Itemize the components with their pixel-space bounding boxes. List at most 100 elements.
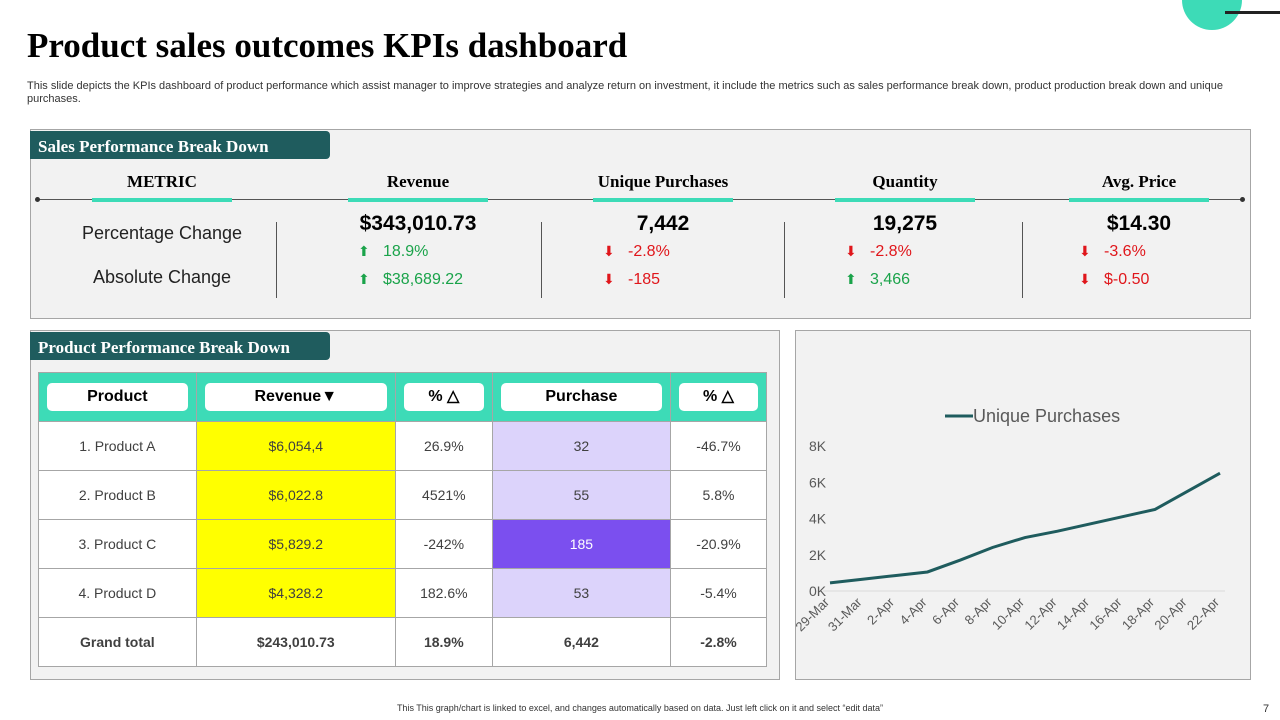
y-tick-label: 8K — [809, 438, 827, 454]
header-cell: Revenue▼ — [195, 372, 396, 422]
arrow-icon: ⬇ — [1079, 271, 1091, 287]
table-row: 4. Product D $4,328.2 182.6% 53 -5.4% — [38, 568, 768, 618]
cell: 32 — [491, 421, 671, 471]
cell: -20.9% — [669, 519, 768, 569]
decor-circle — [1182, 0, 1242, 30]
metric-absolute: $-0.50 — [1104, 271, 1150, 288]
line — [829, 471, 1221, 585]
y-tick-label: 6K — [809, 474, 827, 490]
metric-absolute: 3,466 — [870, 271, 911, 288]
header-cell: Product — [38, 372, 197, 422]
column-header: Revenue — [386, 172, 450, 191]
header-underline — [1069, 198, 1209, 202]
header-label: Revenue▼ — [204, 383, 387, 411]
header-underline — [593, 198, 733, 202]
cell: -5.4% — [669, 568, 768, 618]
table-row: 3. Product C $5,829.2 -242% 185 -20.9% — [38, 519, 768, 569]
header-label: % △ — [403, 383, 484, 411]
cell: $6,054,4 — [195, 421, 396, 471]
dot — [1240, 197, 1245, 202]
x-tick-label: 2-Apr — [864, 594, 898, 628]
header-label: Product — [47, 383, 188, 411]
title: Product sales outcomes KPIs dashboard — [27, 26, 628, 65]
cell: -46.7% — [669, 421, 768, 471]
metric-percent: -2.8% — [870, 243, 912, 260]
header-underline — [835, 198, 975, 202]
cell: -242% — [394, 519, 493, 569]
metric-value: 7,442 — [636, 212, 690, 235]
x-tick-label: 4-Apr — [897, 594, 931, 628]
header-label: Purchase — [500, 383, 662, 411]
table-row: 2. Product B $6,022.8 4521% 55 5.8% — [38, 470, 768, 520]
arrow-icon: ⬇ — [603, 243, 615, 259]
chart-panel — [795, 330, 1251, 680]
metric-absolute: $38,689.22 — [383, 271, 464, 288]
row-label: Absolute Change — [92, 267, 232, 287]
sales-title: Sales Performance Break Down — [30, 131, 330, 159]
metric-value: $14.30 — [1106, 212, 1172, 235]
arrow-icon: ⬆ — [358, 271, 370, 287]
y-tick-label: 2K — [809, 547, 827, 563]
header-cell: % △ — [669, 372, 768, 422]
page-number: 7 — [1263, 703, 1270, 715]
separator — [276, 222, 277, 298]
metric-percent: 18.9% — [383, 243, 429, 260]
cell: 182.6% — [394, 568, 493, 618]
cell: 3. Product C — [38, 519, 197, 569]
table-row: Product Revenue▼ % △ Purchase % △ — [38, 372, 768, 422]
dot — [35, 197, 40, 202]
separator — [784, 222, 785, 298]
cell: $5,829.2 — [195, 519, 396, 569]
arrow-icon: ⬆ — [845, 271, 857, 287]
column-header: Avg. Price — [1101, 172, 1177, 191]
cell: 5.8% — [669, 470, 768, 520]
y-tick-label: 0K — [809, 583, 827, 599]
arrow-icon: ⬇ — [845, 243, 857, 259]
cell: 1. Product A — [38, 421, 197, 471]
cell: 53 — [491, 568, 671, 618]
footer-note: This This graph/chart is linked to excel… — [396, 703, 884, 713]
x-tick-label: 29-Mar — [795, 594, 833, 634]
description: This slide depicts the KPIs dashboard of… — [27, 80, 1223, 105]
x-tick-label: 22-Apr — [1184, 594, 1223, 633]
metric-value: $343,010.73 — [359, 212, 477, 235]
cell: 4521% — [394, 470, 493, 520]
cell: $243,010.73 — [195, 617, 396, 667]
separator — [540, 222, 542, 298]
x-tick-label: 12-Apr — [1021, 594, 1060, 633]
metric-absolute: -185 — [628, 271, 661, 288]
column-header: Quantity — [872, 172, 938, 191]
arrow-icon: ⬆ — [358, 243, 370, 259]
column-header: METRIC — [127, 172, 197, 191]
header-underline — [92, 198, 232, 202]
metric-percent: -2.8% — [628, 243, 670, 260]
cell: 2. Product B — [38, 470, 197, 520]
header-cell: Purchase — [491, 372, 671, 422]
x-tick-label: 18-Apr — [1119, 594, 1158, 633]
arrow-icon: ⬇ — [603, 271, 615, 287]
product-table: Product Revenue▼ % △ Purchase % △ 1. Product … — [38, 372, 768, 667]
header-cell: % △ — [394, 372, 493, 422]
table-row: Grand total $243,010.73 18.9% 6,442 -2.8% — [38, 617, 768, 667]
metric-value: 19,275 — [872, 212, 938, 235]
cell: $4,328.2 — [195, 568, 396, 618]
cell: -2.8% — [669, 617, 768, 667]
column-header: Unique Purchases — [597, 172, 729, 191]
legend-label: Unique Purchases — [973, 406, 1120, 426]
decor-line — [1225, 11, 1280, 14]
x-tick-label: 10-Apr — [989, 594, 1028, 633]
cell: 4. Product D — [38, 568, 197, 618]
cell: $6,022.8 — [195, 470, 396, 520]
row-label: Percentage Change — [81, 223, 243, 243]
x-tick-label: 6-Apr — [929, 594, 963, 628]
cell: 185 — [491, 519, 671, 569]
metric-percent: -3.6% — [1104, 243, 1146, 260]
table-row: 1. Product A $6,054,4 26.9% 32 -46.7% — [38, 421, 768, 471]
sales-panel — [30, 129, 1251, 319]
header-label: % △ — [678, 383, 758, 411]
x-tick-label: 20-Apr — [1151, 594, 1190, 633]
separator — [1022, 222, 1023, 298]
cell: 55 — [491, 470, 671, 520]
